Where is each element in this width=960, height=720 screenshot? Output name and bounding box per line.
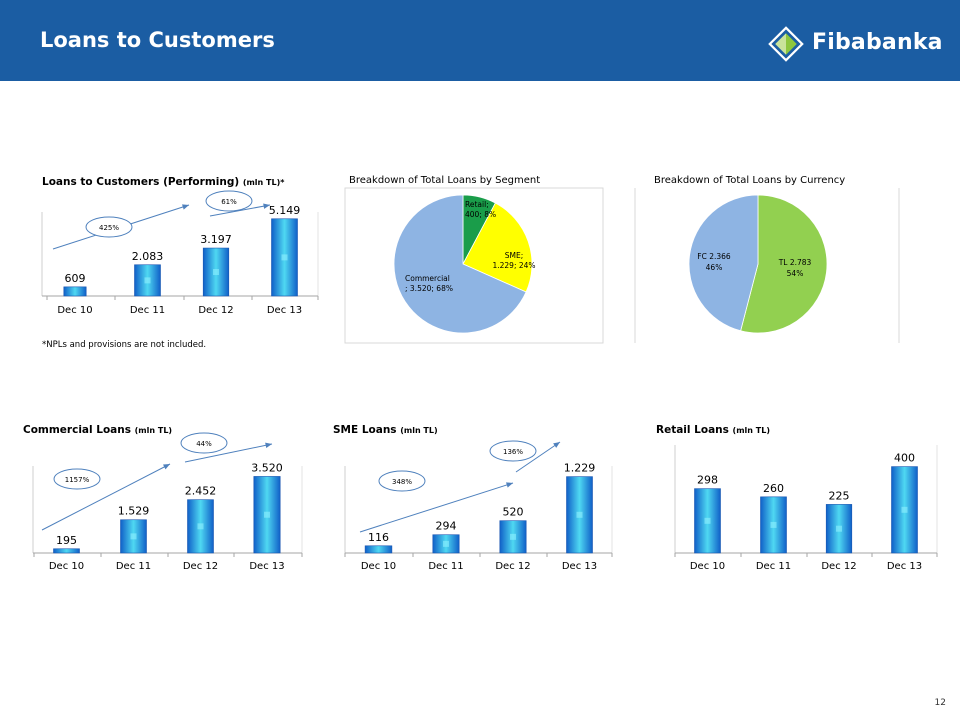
- commercial-tick-label: Dec 12: [183, 561, 218, 572]
- performing-data-label: 2.083: [132, 250, 164, 263]
- commercial-data-label: 2.452: [185, 485, 217, 498]
- retail-tick-label: Dec 13: [887, 561, 922, 572]
- commercial-bar: [53, 548, 80, 554]
- retail-tick-label: Dec 10: [690, 561, 725, 572]
- page-title: Loans to Customers: [40, 28, 275, 52]
- segment-slice-label: 400; 8%: [465, 210, 496, 219]
- commercial-tick-label: Dec 13: [249, 561, 284, 572]
- performing-tick-label: Dec 11: [130, 305, 165, 316]
- retail-tick-label: Dec 12: [821, 561, 856, 572]
- sme-growth-label: 136%: [503, 448, 523, 456]
- segment-slice-label: 1.229; 24%: [492, 261, 535, 270]
- commercial-tick-label: Dec 10: [49, 561, 84, 572]
- performing-data-label: 3.197: [200, 233, 232, 246]
- currency-slice-label: FC 2.366: [697, 252, 731, 261]
- performing-tick-label: Dec 13: [267, 305, 302, 316]
- commercial-growth-label: 44%: [196, 440, 212, 448]
- header-bar: Loans to Customers Fibabanka: [0, 0, 960, 81]
- segment-slice-label: Retail;: [465, 200, 489, 209]
- commercial-data-label: 3.520: [251, 461, 283, 474]
- performing-growth-bubble: [85, 216, 133, 238]
- sme-bar: [364, 545, 393, 554]
- sme-data-label: 294: [436, 520, 457, 533]
- sme-tick-label: Dec 12: [495, 561, 530, 572]
- currency-slice-label: TL 2.783: [778, 258, 812, 267]
- performing-chart-title: Loans to Customers (Performing) (mln TL)…: [42, 176, 285, 188]
- performing-growth-arrow: [209, 204, 271, 217]
- sme-growth-bubble: [378, 470, 426, 492]
- performing-data-label: 609: [65, 272, 86, 285]
- performing-growth-label: 61%: [221, 198, 237, 206]
- performing-data-label: 5.149: [269, 204, 301, 217]
- performing-tick-label: Dec 10: [57, 305, 92, 316]
- retail-tick-label: Dec 11: [756, 561, 791, 572]
- performing-growth-label: 425%: [99, 224, 119, 232]
- sme-growth-bubble: [489, 440, 537, 462]
- commercial-growth-bubble: [53, 468, 101, 490]
- commercial-growth-bubble: [180, 432, 228, 454]
- currency-slice-fc: [688, 194, 759, 332]
- currency-slice-label: 54%: [787, 269, 804, 278]
- commercial-data-label: 1.529: [118, 505, 150, 518]
- sme-data-label: 116: [368, 531, 389, 544]
- commercial-growth-arrow: [41, 463, 171, 531]
- performing-tick-label: Dec 12: [198, 305, 233, 316]
- commercial-growth-arrow: [184, 443, 273, 463]
- performing-bar: [63, 286, 87, 297]
- segment-slice-commercial: [393, 194, 527, 334]
- page-number: 12: [934, 698, 946, 708]
- commercial-chart-title: Commercial Loans (mln TL): [23, 424, 173, 436]
- currency-chart-title: Breakdown of Total Loans by Currency: [654, 175, 846, 186]
- sme-data-label: 520: [503, 506, 524, 519]
- segment-slice-label: ; 3.520; 68%: [405, 284, 453, 293]
- fibabanka-logo-icon: [768, 26, 804, 62]
- commercial-data-label: 195: [56, 534, 77, 547]
- brand-name: Fibabanka: [812, 30, 943, 55]
- retail-chart-title: Retail Loans (mln TL): [656, 424, 770, 436]
- retail-data-label: 225: [829, 489, 850, 502]
- currency-slice-tl: [740, 194, 828, 334]
- retail-data-label: 260: [763, 482, 784, 495]
- footnote: *NPLs and provisions are not included.: [42, 340, 207, 350]
- sme-growth-label: 348%: [392, 478, 412, 486]
- segment-slice-sme: [462, 202, 533, 293]
- sme-tick-label: Dec 10: [361, 561, 396, 572]
- sme-tick-label: Dec 13: [562, 561, 597, 572]
- sme-chart-title: SME Loans (mln TL): [333, 424, 438, 436]
- segment-slice-label: SME;: [505, 251, 524, 260]
- sme-growth-arrow: [515, 441, 561, 473]
- sme-growth-arrow: [359, 482, 514, 533]
- commercial-bar: [120, 519, 147, 554]
- retail-data-label: 400: [894, 452, 915, 465]
- commercial-growth-label: 1157%: [65, 476, 90, 484]
- segment-chart-title: Breakdown of Total Loans by Segment: [349, 175, 541, 186]
- retail-data-label: 298: [697, 474, 718, 487]
- commercial-tick-label: Dec 11: [116, 561, 151, 572]
- sme-tick-label: Dec 11: [428, 561, 463, 572]
- segment-slice-label: Commercial: [405, 274, 450, 283]
- sme-data-label: 1.229: [564, 462, 596, 475]
- performing-growth-bubble: [205, 190, 253, 212]
- currency-slice-label: 46%: [706, 263, 723, 272]
